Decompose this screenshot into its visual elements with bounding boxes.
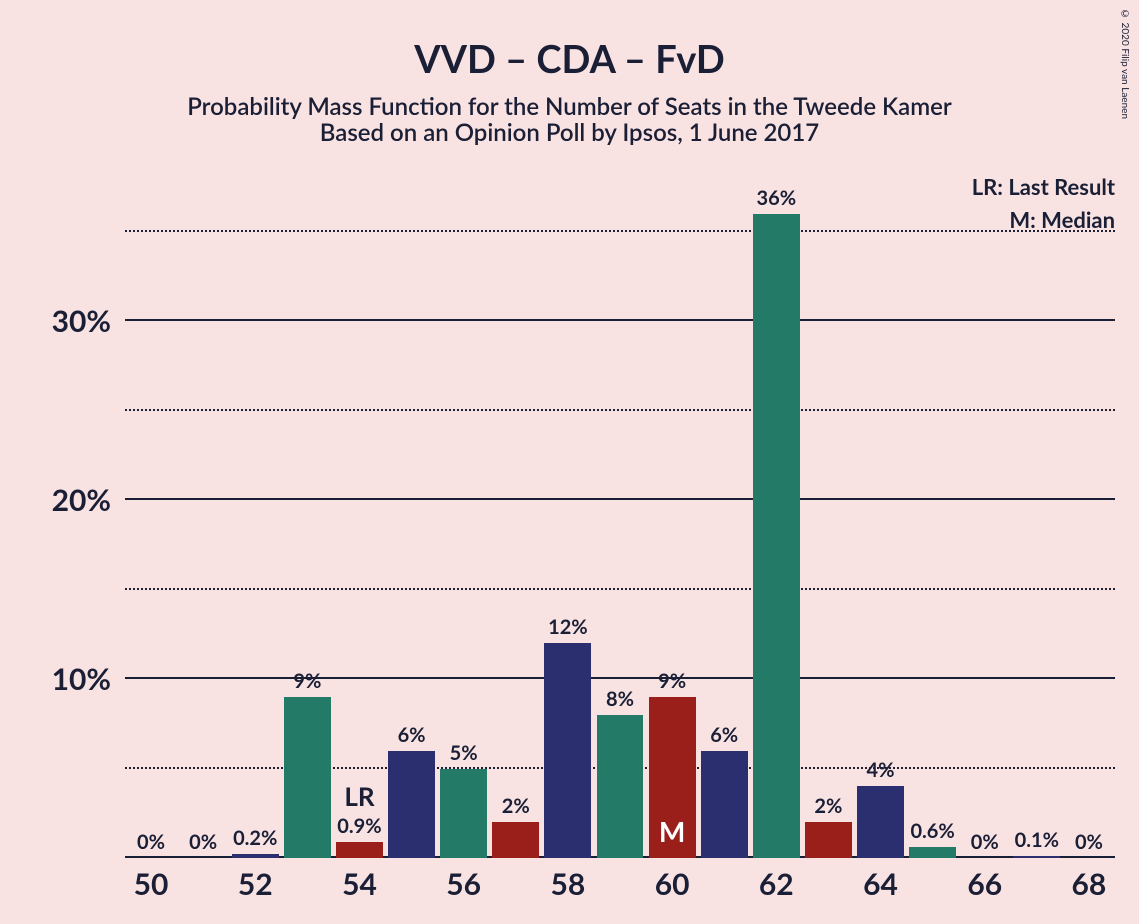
chart-subtitle-2: Based on an Opinion Poll by Ipsos, 1 Jun… [0, 118, 1139, 147]
bar [909, 847, 956, 858]
bar [597, 715, 644, 858]
bar-value-label: 9% [293, 669, 321, 693]
x-tick-label: 52 [238, 866, 273, 902]
gridline-major [125, 319, 1115, 321]
bar-value-label: 0% [1075, 830, 1103, 854]
bar-value-label: 6% [398, 723, 426, 747]
bar-value-label: 0% [971, 830, 999, 854]
y-tick-label: 30% [52, 303, 111, 339]
gridline-major [125, 677, 1115, 679]
x-tick-label: 58 [550, 866, 585, 902]
chart-subtitle-1: Probability Mass Function for the Number… [0, 92, 1139, 121]
bar-value-label: 36% [757, 186, 797, 210]
last-result-marker: LR [344, 780, 374, 812]
bar-value-label: 4% [867, 758, 895, 782]
bar [1013, 856, 1060, 858]
bar-value-label: 0% [189, 830, 217, 854]
bar [805, 822, 852, 858]
x-tick-label: 60 [655, 866, 690, 902]
x-tick-label: 62 [759, 866, 794, 902]
bar-value-label: 0.9% [337, 814, 381, 838]
bar-value-label: 0.6% [910, 819, 954, 843]
bar [284, 697, 331, 858]
bar-value-label: 0% [137, 830, 165, 854]
bar [336, 842, 383, 858]
bar [440, 769, 487, 858]
bar-value-label: 0.1% [1015, 828, 1059, 852]
x-tick-label: 66 [967, 866, 1002, 902]
bar [857, 786, 904, 858]
bar-chart: 10%20%30%505254565860626466680%0%0.2%9%0… [125, 178, 1115, 858]
chart-title: VVD – CDA – FvD [0, 36, 1139, 82]
bar [232, 854, 279, 858]
copyright-text: © 2020 Filip van Laenen [1119, 8, 1131, 119]
gridline-minor [125, 409, 1115, 411]
bar-value-label: 6% [710, 723, 738, 747]
bar-value-label: 8% [606, 687, 634, 711]
bar [753, 214, 800, 858]
bar-value-label: 9% [658, 669, 686, 693]
y-tick-label: 10% [52, 661, 111, 697]
bar [492, 822, 539, 858]
bar-value-label: 5% [450, 741, 478, 765]
bar [544, 643, 591, 858]
bar [701, 751, 748, 858]
x-tick-label: 50 [134, 866, 169, 902]
x-tick-label: 64 [863, 866, 898, 902]
bar-value-label: 2% [814, 794, 842, 818]
x-tick-label: 68 [1072, 866, 1107, 902]
bar-value-label: 2% [502, 794, 530, 818]
gridline-major [125, 498, 1115, 500]
x-tick-label: 56 [446, 866, 481, 902]
median-marker: M [659, 814, 685, 848]
gridline-minor [125, 230, 1115, 232]
x-tick-label: 54 [342, 866, 377, 902]
y-tick-label: 20% [52, 482, 111, 518]
gridline-minor [125, 588, 1115, 590]
bar-value-label: 12% [548, 615, 588, 639]
bar-value-label: 0.2% [233, 826, 277, 850]
bar [388, 751, 435, 858]
